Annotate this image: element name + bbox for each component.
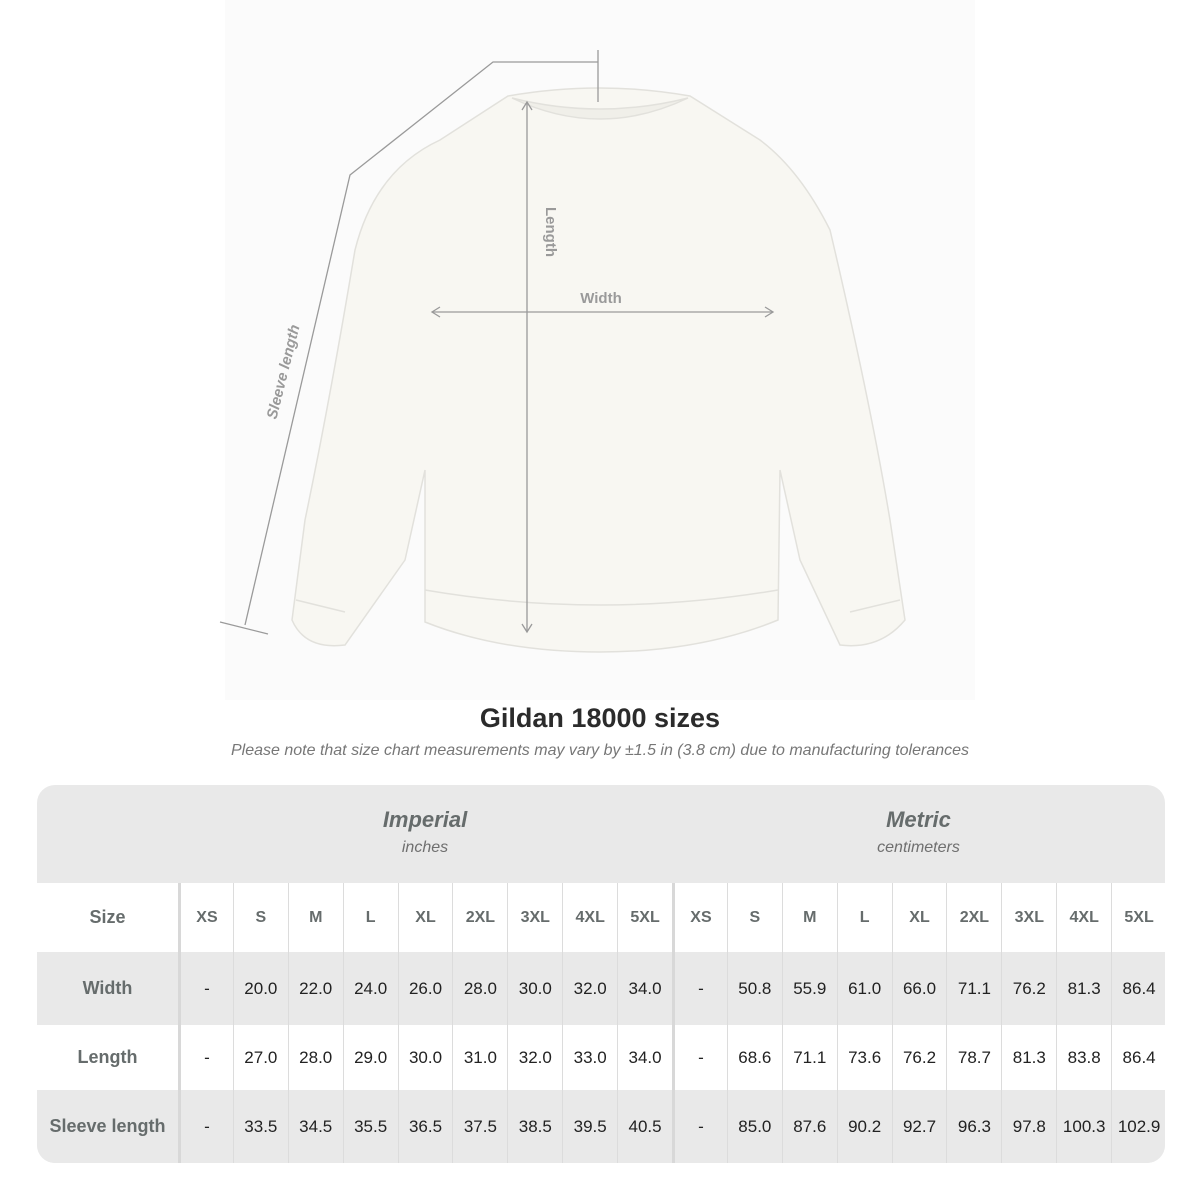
metric-value-cell: 71.1: [946, 952, 1001, 1025]
metric-value-cell: 78.7: [946, 1025, 1001, 1090]
metric-value-cell: 85.0: [726, 1090, 782, 1163]
imperial-value-cell: 31.0: [452, 1025, 507, 1090]
row-label: Width: [82, 978, 133, 998]
imperial-value-cell: 40.5: [617, 1090, 672, 1163]
metric-size-header: 3XL: [1001, 883, 1056, 952]
imperial-value-cell: 32.0: [507, 1025, 562, 1090]
metric-value-cell: 100.3: [1056, 1090, 1111, 1163]
imperial-value-cell: 36.5: [397, 1090, 453, 1163]
tolerance-note: Please note that size chart measurements…: [230, 742, 970, 759]
imperial-value-cell: 33.0: [562, 1025, 617, 1090]
header-row: Size XS S M L XL 2XL 3XL 4XL 5XL XS S M L XL 2XL 3XL 4XL 5…: [37, 883, 1165, 952]
imperial-size-header: 2XL: [452, 883, 507, 952]
imperial-value-cell: 34.5: [287, 1090, 343, 1163]
width-label: Width: [580, 290, 622, 307]
imperial-size-header: 5XL: [617, 883, 672, 952]
imperial-value-cell: 27.0: [232, 1025, 288, 1090]
imperial-value-cell: -: [178, 1025, 233, 1090]
metric-value-cell: 81.3: [1001, 1025, 1056, 1090]
table-row: Sleeve length -33.5 34.5 35.5 36.5 37.5 38.5 39…: [37, 1090, 1165, 1163]
imperial-value-cell: 30.0: [507, 952, 562, 1025]
metric-heading: Metric: [886, 807, 951, 832]
metric-value-cell: 96.3: [946, 1090, 1001, 1163]
imperial-value-cell: 29.0: [342, 1025, 398, 1090]
metric-value-cell: 83.8: [1056, 1025, 1111, 1090]
row-label: Sleeve length: [49, 1116, 166, 1136]
metric-size-header: XS: [672, 883, 727, 952]
table-row: Length -27.0 28.0 29.0 30.0 31.0 32.0 33.0 34.0-…: [37, 1025, 1165, 1090]
metric-value-cell: 102.9: [1111, 1090, 1165, 1163]
metric-value-cell: 81.3: [1056, 952, 1111, 1025]
imperial-size-header: L: [342, 883, 398, 952]
metric-size-header: 2XL: [946, 883, 1001, 952]
size-header: Size: [89, 907, 126, 927]
imperial-heading: Imperial: [382, 807, 468, 832]
imperial-value-cell: 20.0: [232, 952, 288, 1025]
imperial-value-cell: 33.5: [232, 1090, 288, 1163]
imperial-value-cell: 39.5: [562, 1090, 617, 1163]
metric-value-cell: 90.2: [836, 1090, 892, 1163]
imperial-value-cell: 26.0: [397, 952, 453, 1025]
imperial-size-header: S: [232, 883, 288, 952]
imperial-size-header: 3XL: [507, 883, 562, 952]
length-label: Length: [542, 207, 559, 257]
metric-value-cell: 86.4: [1111, 952, 1165, 1025]
metric-value-cell: 66.0: [891, 952, 947, 1025]
imperial-value-cell: 34.0: [617, 1025, 672, 1090]
row-label: Length: [77, 1047, 138, 1067]
metric-value-cell: 86.4: [1111, 1025, 1165, 1090]
metric-size-header: 5XL: [1111, 883, 1165, 952]
measurement-lines: [219, 50, 775, 635]
metric-value-cell: 61.0: [836, 952, 892, 1025]
sweatshirt-illustration: Length Width Sleeve length: [219, 50, 906, 653]
metric-value-cell: 76.2: [891, 1025, 947, 1090]
imperial-header: Imperial inches: [178, 785, 672, 883]
metric-size-header: 4XL: [1056, 883, 1111, 952]
imperial-size-header: XL: [397, 883, 453, 952]
metric-size-header: XL: [891, 883, 947, 952]
metric-value-cell: 76.2: [1001, 952, 1056, 1025]
imperial-value-cell: 34.0: [617, 952, 672, 1025]
imperial-value-cell: 37.5: [452, 1090, 507, 1163]
metric-unit: centimeters: [877, 839, 960, 856]
imperial-size-header: 4XL: [562, 883, 617, 952]
table-row: Width -20.0 22.0 24.0 26.0 28.0 30.0 32.0 34.0-5…: [37, 952, 1165, 1025]
metric-value-cell: 50.8: [726, 952, 782, 1025]
imperial-value-cell: -: [178, 1090, 233, 1163]
metric-value-cell: 87.6: [781, 1090, 837, 1163]
metric-value-cell: 73.6: [836, 1025, 892, 1090]
metric-value-cell: 68.6: [726, 1025, 782, 1090]
imperial-value-cell: 24.0: [342, 952, 398, 1025]
metric-value-cell: -: [672, 1025, 727, 1090]
imperial-value-cell: -: [178, 952, 233, 1025]
imperial-value-cell: 28.0: [452, 952, 507, 1025]
metric-value-cell: -: [672, 952, 727, 1025]
imperial-size-header: M: [287, 883, 343, 952]
page-title: Gildan 18000 sizes: [479, 703, 721, 733]
imperial-value-cell: 28.0: [287, 1025, 343, 1090]
imperial-value-cell: 22.0: [287, 952, 343, 1025]
sweatshirt-image: [291, 87, 906, 653]
metric-header: Metric centimeters: [672, 785, 1165, 883]
metric-size-header: M: [781, 883, 837, 952]
metric-size-header: L: [836, 883, 892, 952]
metric-value-cell: 71.1: [781, 1025, 837, 1090]
size-table: Imperial inches Metric centimeters Size X…: [37, 785, 1165, 1163]
imperial-unit: inches: [401, 839, 449, 856]
metric-size-header: S: [726, 883, 782, 952]
imperial-value-cell: 38.5: [507, 1090, 562, 1163]
metric-value-cell: -: [672, 1090, 727, 1163]
imperial-value-cell: 35.5: [342, 1090, 398, 1163]
imperial-size-header: XS: [178, 883, 233, 952]
metric-value-cell: 97.8: [1001, 1090, 1056, 1163]
metric-value-cell: 55.9: [781, 952, 837, 1025]
metric-value-cell: 92.7: [891, 1090, 947, 1163]
imperial-value-cell: 32.0: [562, 952, 617, 1025]
imperial-value-cell: 30.0: [397, 1025, 453, 1090]
